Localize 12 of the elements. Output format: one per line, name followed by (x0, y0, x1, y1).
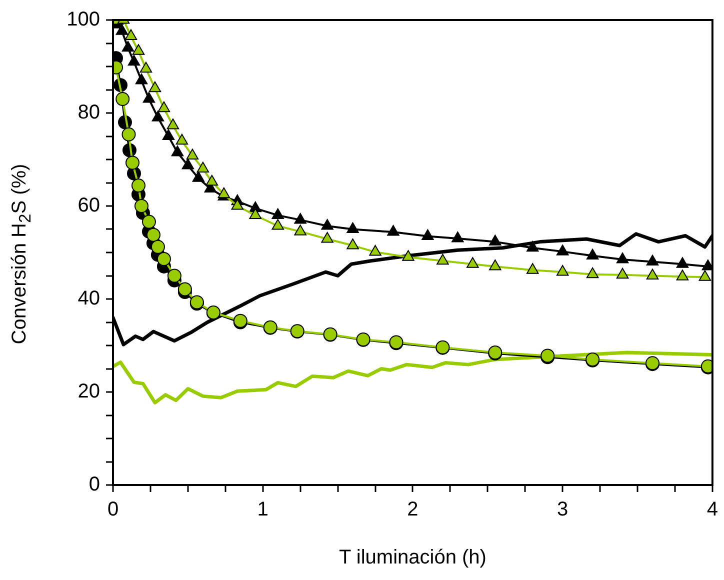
y-tick-label: 20 (78, 380, 100, 403)
x-tick-label: 3 (557, 498, 568, 521)
y-tick-label: 0 (88, 474, 100, 496)
y-tick-label: 100 (66, 8, 100, 31)
x-tick-label: 1 (257, 498, 268, 521)
y-tick-label: 60 (78, 194, 100, 217)
x-tick-label: 4 (706, 498, 718, 521)
x-tick-label: 0 (107, 498, 119, 521)
y-tick-label: 40 (78, 288, 100, 310)
y-tick-label: 80 (78, 102, 100, 124)
x-axis-title: T iluminación (h) (338, 546, 486, 569)
x-tick-label: 2 (407, 498, 418, 521)
